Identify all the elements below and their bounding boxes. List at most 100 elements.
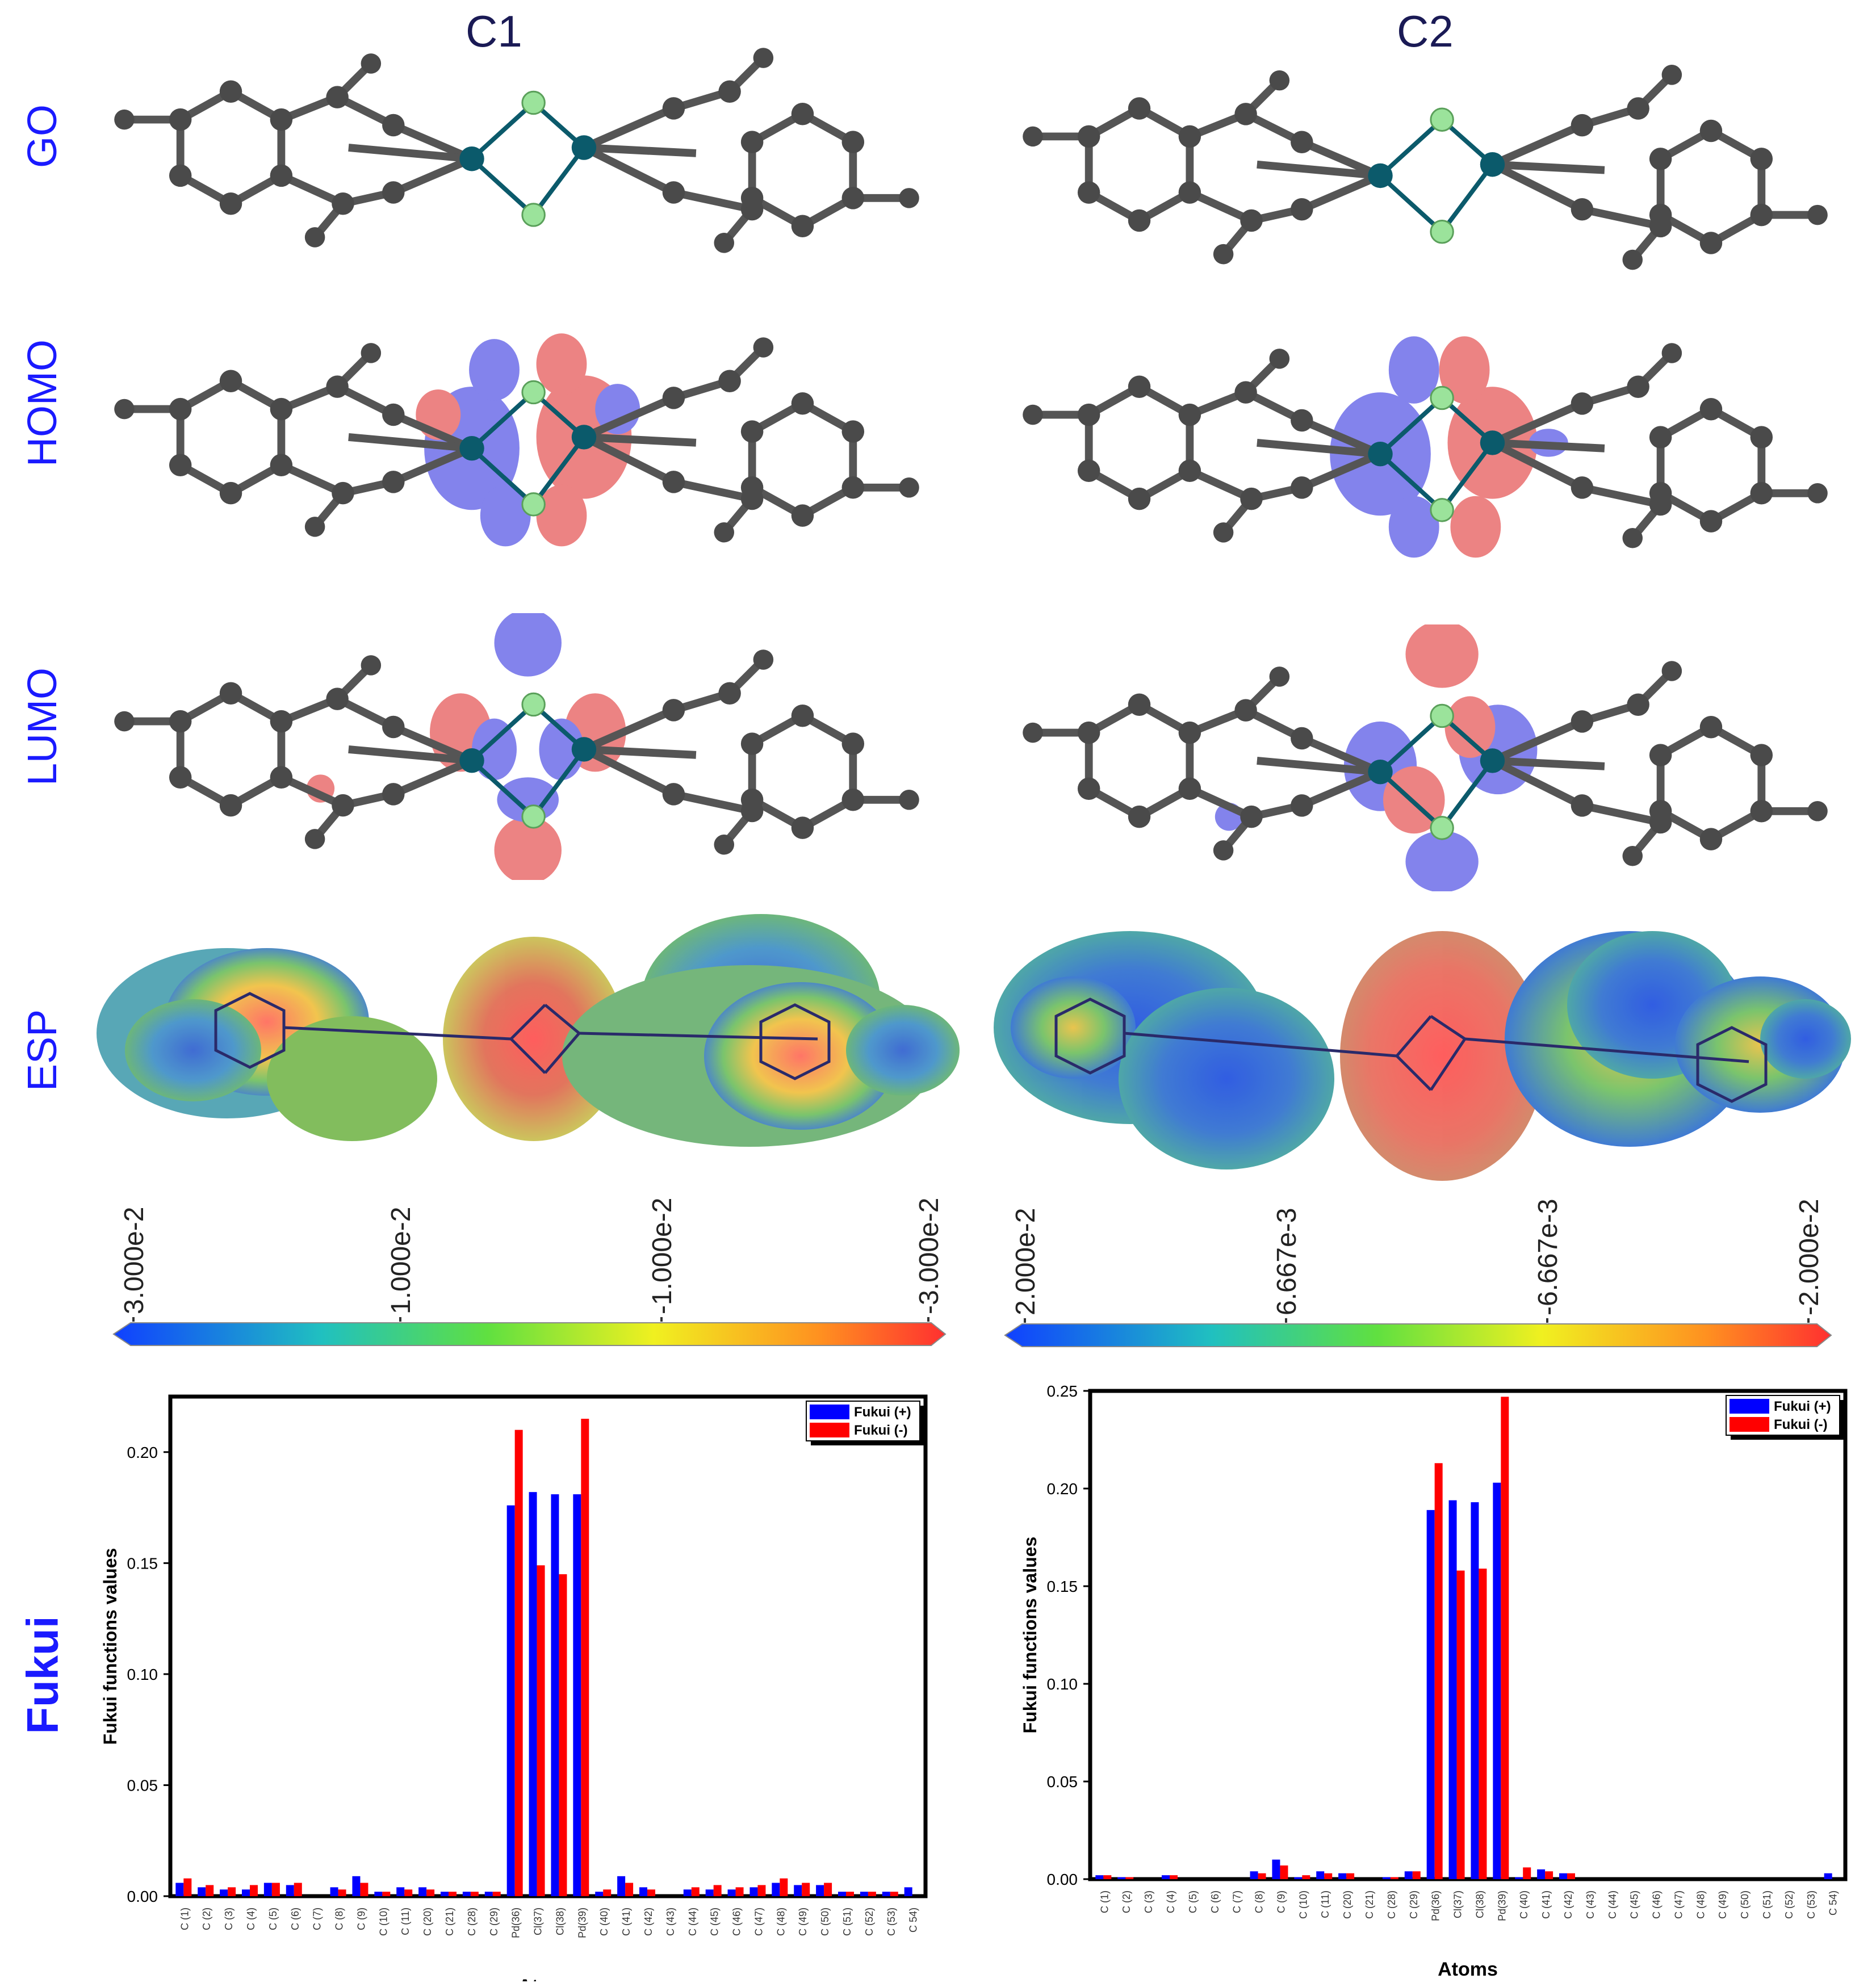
- bar-plus-19: [595, 1892, 604, 1896]
- bar-minus-0: [183, 1878, 192, 1896]
- bar-minus-19: [603, 1889, 612, 1896]
- bar-minus-31: [868, 1892, 876, 1896]
- x-tick-label: C (47): [1673, 1890, 1684, 1919]
- y-tick-label: 0.00: [127, 1888, 158, 1905]
- x-tick-label: C (41): [1540, 1890, 1552, 1919]
- colorbar-c1-tick-1: 1.000e-2: [386, 1207, 416, 1315]
- x-tick-label: C (20): [422, 1908, 433, 1936]
- bar-plus-18: [1493, 1482, 1501, 1879]
- x-tick-label: C (8): [1254, 1890, 1265, 1913]
- bar-plus-9: [374, 1892, 383, 1896]
- bar-minus-1: [1125, 1877, 1134, 1879]
- bar-minus-24: [713, 1885, 722, 1896]
- legend-label-1: Fukui (-): [854, 1423, 908, 1438]
- y-tick-label: 0.00: [1047, 1871, 1078, 1888]
- bar-minus-14: [1412, 1871, 1421, 1879]
- esp-colorbar-c2: 2.000e-2 6.667e-3 -6.667e-3 -2.000e-2: [999, 1187, 1834, 1357]
- x-tick-label: C (11): [400, 1908, 411, 1935]
- colorbar-c2-tick-2: -6.667e-3: [1533, 1199, 1563, 1315]
- bar-plus-27: [772, 1883, 780, 1896]
- bar-plus-16: [1448, 1500, 1457, 1879]
- bar-plus-28: [794, 1885, 802, 1896]
- legend-label-0: Fukui (+): [854, 1405, 911, 1420]
- chart-frame: [168, 1394, 928, 1898]
- x-tick-label: C (9): [1275, 1890, 1287, 1913]
- x-tick-label: C (21): [1364, 1890, 1375, 1919]
- bar-plus-1: [1117, 1877, 1126, 1879]
- x-tick-label: Cl(38): [554, 1908, 566, 1935]
- bar-plus-30: [838, 1892, 846, 1896]
- bar-plus-18: [573, 1494, 581, 1896]
- x-tick-label: C (42): [643, 1908, 654, 1936]
- bar-plus-17: [551, 1494, 559, 1896]
- colorbar-c2-tick-0: 2.000e-2: [1011, 1208, 1041, 1316]
- bar-minus-10: [1324, 1873, 1333, 1879]
- bar-plus-21: [1559, 1873, 1567, 1879]
- bar-plus-12: [441, 1892, 449, 1896]
- bar-plus-3: [1162, 1875, 1170, 1879]
- x-tick-label: C (42): [1563, 1890, 1574, 1919]
- x-tick-label: C (43): [665, 1908, 676, 1936]
- x-tick-label: C (48): [1695, 1890, 1706, 1919]
- bar-minus-9: [1302, 1875, 1310, 1879]
- esp-surface-c2: [988, 891, 1862, 1192]
- homo-orbital-c1: [79, 301, 954, 568]
- bar-plus-33: [904, 1887, 912, 1896]
- bar-plus-8: [352, 1876, 361, 1896]
- bar-plus-19: [1515, 1877, 1523, 1879]
- bar-plus-4: [263, 1883, 272, 1896]
- bar-minus-21: [1567, 1873, 1575, 1879]
- x-tick-label: C (28): [466, 1908, 478, 1936]
- x-tick-label: C (7): [312, 1908, 323, 1930]
- row-label-go: GO: [20, 104, 66, 169]
- x-tick-label: C (2): [201, 1908, 212, 1930]
- y-tick-label: 0.25: [1047, 1382, 1078, 1400]
- x-tick-label: C (51): [1761, 1890, 1773, 1919]
- bar-minus-16: [1456, 1570, 1465, 1879]
- x-tick-label: C (46): [731, 1908, 743, 1936]
- x-tick-label: C (52): [864, 1908, 875, 1936]
- colorbar-c2-tick-1: 6.667e-3: [1272, 1208, 1302, 1316]
- x-tick-label: C (1): [1099, 1890, 1110, 1913]
- x-tick-label: C 54): [1828, 1890, 1839, 1915]
- x-tick-label: C (10): [1297, 1890, 1309, 1919]
- x-tick-label: C (49): [1717, 1890, 1728, 1919]
- x-tick-label: C (5): [267, 1908, 279, 1930]
- x-tick-label: C (3): [223, 1908, 235, 1930]
- legend-swatch-0: [810, 1405, 849, 1419]
- bar-minus-16: [537, 1565, 545, 1896]
- bar-plus-23: [683, 1889, 692, 1896]
- legend-swatch-0: [1730, 1399, 1769, 1414]
- bar-plus-15: [506, 1505, 515, 1896]
- bar-minus-21: [647, 1889, 655, 1896]
- colorbar-c1-tick-0: 3.000e-2: [119, 1207, 149, 1315]
- homo-orbital-c2: [988, 307, 1862, 573]
- x-tick-label: C (40): [598, 1908, 610, 1936]
- x-tick-label: C (20): [1342, 1890, 1353, 1919]
- row-label-homo: HOMO: [20, 339, 66, 467]
- bar-minus-9: [382, 1892, 391, 1896]
- x-tick-label: C (2): [1121, 1890, 1132, 1913]
- x-tick-label: Pd(39): [1496, 1890, 1508, 1921]
- x-tick-label: C (51): [841, 1908, 853, 1936]
- fukui-chart-c2: 0.00 0.05 0.10 0.15 0.20 0.25 C (1) C (2) C (3) C…: [1005, 1380, 1857, 1981]
- x-tick-label: C (10): [378, 1908, 389, 1936]
- bar-minus-1: [206, 1885, 214, 1896]
- bar-plus-33: [1824, 1873, 1832, 1879]
- bar-minus-25: [735, 1887, 744, 1896]
- row-label-lumo: LUMO: [20, 667, 65, 786]
- lumo-orbital-c1: [79, 613, 954, 880]
- bar-plus-10: [1316, 1871, 1325, 1879]
- x-tick-label: C (6): [290, 1908, 301, 1930]
- go-structure-c1: [79, 23, 954, 273]
- x-tick-label: C (3): [1143, 1890, 1154, 1913]
- x-tick-label: C (29): [488, 1908, 500, 1936]
- x-tick-label: Cl(38): [1474, 1890, 1485, 1918]
- bar-minus-3: [1170, 1875, 1178, 1879]
- x-axis-label: Atoms: [518, 1976, 578, 1981]
- y-tick-label: 0.05: [127, 1776, 158, 1794]
- x-tick-label: Pd(36): [510, 1908, 522, 1938]
- x-tick-label: C (28): [1386, 1890, 1397, 1919]
- go-structure-c2: [988, 28, 1862, 278]
- bar-plus-8: [1272, 1859, 1280, 1879]
